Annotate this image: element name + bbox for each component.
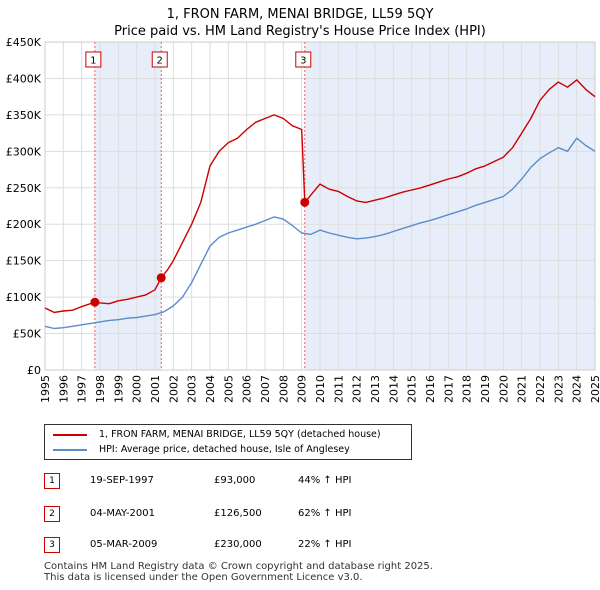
sale-row: 3 05-MAR-2009 £230,000 22% ↑ HPI [44, 537, 444, 557]
sale-number-badge: 2 [44, 506, 60, 522]
sale-date: 05-MAR-2009 [90, 539, 158, 550]
x-tick-label: 1997 [76, 375, 89, 403]
sale-marker-box [151, 51, 168, 68]
price-chart: 1 2 3 £0 £50K £100K £150K £200K £250K £300K £350K… [6, 36, 600, 403]
sale-row: 2 04-MAY-2001 £126,500 62% ↑ HPI [44, 506, 444, 526]
y-tick-label: £450K [6, 36, 42, 49]
sale-number-badge: 3 [44, 537, 60, 553]
x-tick-label: 2006 [241, 375, 254, 403]
x-tick-label: 2020 [497, 375, 510, 403]
sale-date: 19-SEP-1997 [90, 475, 154, 486]
x-tick-label: 2019 [479, 375, 492, 403]
x-tick-label: 2008 [277, 375, 290, 403]
x-tick-label: 2009 [296, 375, 309, 403]
sale-marker-label: 3 [300, 56, 306, 67]
x-tick-label: 2015 [406, 375, 419, 403]
x-tick-label: 2004 [204, 375, 217, 403]
sale-date: 04-MAY-2001 [90, 508, 156, 519]
x-tick-label: 2023 [552, 375, 565, 403]
plot-frame [44, 41, 596, 371]
sale-hpi-change: 44% ↑ HPI [298, 475, 352, 486]
x-tick-label: 1999 [112, 375, 125, 403]
footer-licence: This data is licensed under the Open Gov… [44, 572, 363, 583]
y-tick-label: £400K [6, 72, 42, 85]
legend-property-label: 1, FRON FARM, MENAI BRIDGE, LL59 5QY (de… [99, 429, 381, 440]
sale-hpi-change: 62% ↑ HPI [298, 508, 352, 519]
legend-hpi-label: HPI: Average price, detached house, Isle… [99, 444, 350, 455]
x-tick-label: 2021 [516, 375, 529, 403]
x-tick-label: 2000 [131, 375, 144, 403]
x-tick-label: 2010 [314, 375, 327, 403]
y-tick-label: £100K [6, 291, 42, 304]
ownership-shade [304, 42, 595, 370]
sale-marker-label: 2 [157, 56, 163, 67]
x-tick-label: 1998 [94, 375, 107, 403]
chart-subtitle: Price paid vs. HM Land Registry's House … [114, 24, 486, 39]
x-tick-label: 2016 [424, 375, 437, 403]
y-tick-label: £300K [6, 145, 42, 158]
x-tick-label: 2003 [186, 375, 199, 403]
y-tick-label: £350K [6, 109, 42, 122]
property-series-line [44, 79, 596, 314]
hpi-line-swatch [53, 449, 87, 451]
sale-price: £126,500 [214, 508, 262, 519]
sale-point [156, 273, 166, 283]
hpi-series-line [44, 137, 596, 330]
x-tick-label: 2024 [571, 375, 584, 403]
x-tick-label: 2025 [589, 375, 600, 403]
sale-row: 1 19-SEP-1997 £93,000 44% ↑ HPI [44, 473, 444, 493]
x-tick-label: 2007 [259, 375, 272, 403]
x-tick-label: 2011 [332, 375, 345, 403]
sale-point [90, 297, 100, 307]
property-line-swatch [53, 434, 87, 436]
chart-title: 1, FRON FARM, MENAI BRIDGE, LL59 5QY Pri… [0, 6, 600, 40]
x-tick-label: 2002 [167, 375, 180, 403]
footer-copyright: Contains HM Land Registry data © Crown c… [44, 561, 433, 572]
sale-marker-box [295, 51, 312, 68]
x-tick-label: 2018 [461, 375, 474, 403]
x-tick-label: 2001 [149, 375, 162, 403]
footer: Contains HM Land Registry data © Crown c… [44, 561, 433, 583]
sale-number-badge: 1 [44, 473, 60, 489]
sale-price: £230,000 [214, 539, 262, 550]
sale-marker-box [85, 51, 102, 68]
sale-marker-label: 1 [90, 56, 96, 67]
x-tick-label: 2005 [222, 375, 235, 403]
x-tick-label: 2012 [351, 375, 364, 403]
chart-legend: 1, FRON FARM, MENAI BRIDGE, LL59 5QY (de… [44, 424, 412, 460]
y-tick-label: £150K [6, 255, 42, 268]
x-tick-label: 1996 [57, 375, 70, 403]
x-tick-label: 1995 [39, 375, 52, 403]
sale-hpi-change: 22% ↑ HPI [298, 539, 352, 550]
y-tick-label: £50K [13, 328, 42, 341]
x-tick-label: 2014 [387, 375, 400, 403]
y-tick-label: £200K [6, 218, 42, 231]
sale-point [300, 197, 310, 207]
x-tick-label: 2022 [534, 375, 547, 403]
x-tick-label: 2017 [442, 375, 455, 403]
chart-title-line1: 1, FRON FARM, MENAI BRIDGE, LL59 5QY [166, 7, 434, 22]
sale-price: £93,000 [214, 475, 256, 486]
x-tick-label: 2013 [369, 375, 382, 403]
y-tick-label: £250K [6, 182, 42, 195]
y-tick-label: £0 [27, 364, 41, 377]
